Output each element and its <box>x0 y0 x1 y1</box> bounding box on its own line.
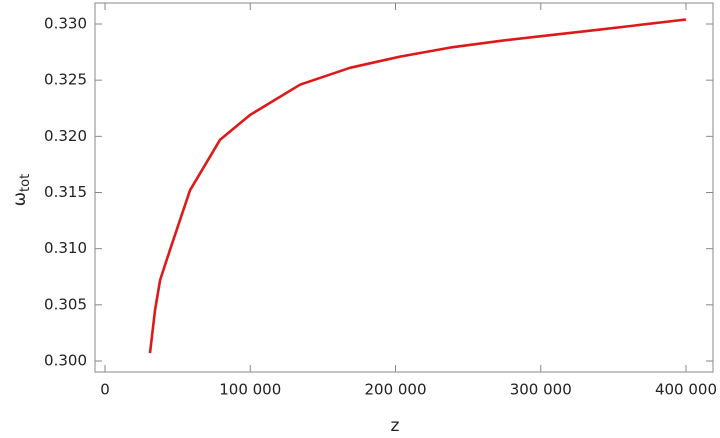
x-tick-label: 0 <box>100 381 110 399</box>
y-tick-label: 0.315 <box>44 183 87 201</box>
x-tick-label: 200 000 <box>364 381 426 399</box>
y-tick-label: 0.330 <box>44 15 87 33</box>
plot-frame <box>94 2 714 373</box>
x-tick-label: 100 000 <box>219 381 281 399</box>
y-label-subscript: tot <box>18 174 33 192</box>
x-tick-label: 400 000 <box>655 381 717 399</box>
y-tick-label: 0.320 <box>44 127 87 145</box>
x-tick-label: 300 000 <box>510 381 572 399</box>
y-tick-label: 0.310 <box>44 239 87 257</box>
data-line <box>148 18 687 354</box>
y-tick-label: 0.300 <box>44 351 87 369</box>
y-tick-label: 0.325 <box>44 71 87 89</box>
y-label-symbol: ω <box>10 192 30 206</box>
y-axis-label: ωtot <box>10 174 33 206</box>
y-tick-label: 0.305 <box>44 295 87 313</box>
x-axis-label: z <box>391 416 400 436</box>
